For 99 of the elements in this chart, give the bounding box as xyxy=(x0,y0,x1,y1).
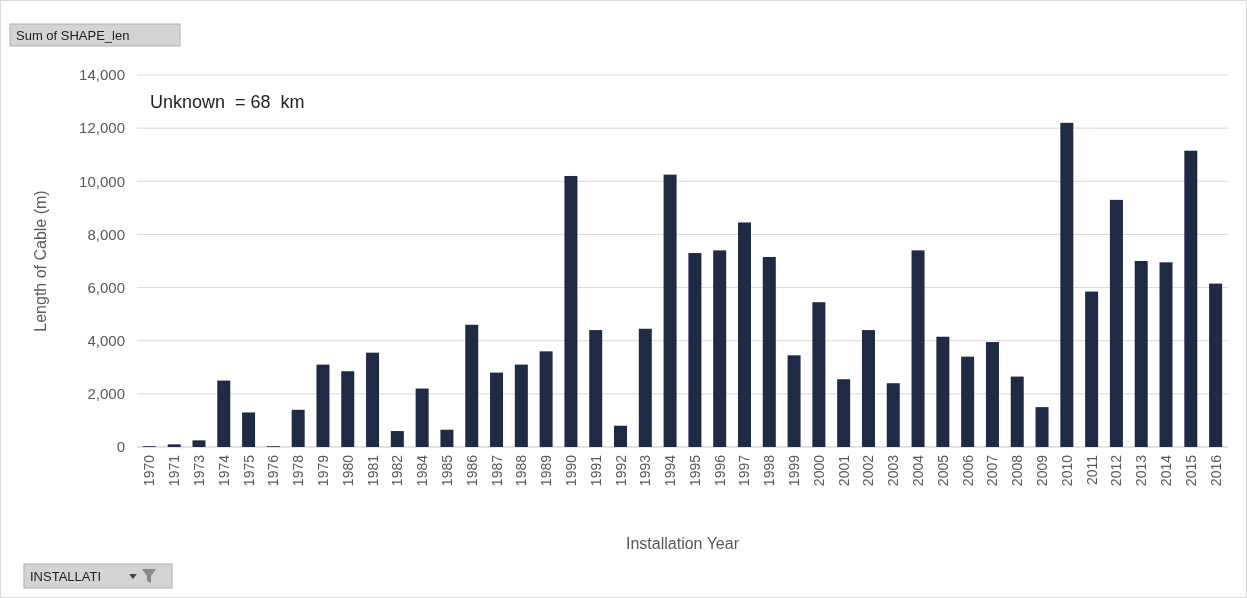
x-tick-label: 1975 xyxy=(240,454,257,487)
bar xyxy=(737,222,751,447)
x-tick-label: 2012 xyxy=(1108,454,1125,487)
bar xyxy=(1085,291,1099,447)
x-tick-label: 1994 xyxy=(662,454,679,487)
x-tick-label: 1990 xyxy=(562,454,579,487)
x-tick-label: 1974 xyxy=(215,454,232,487)
bar xyxy=(837,379,851,447)
x-tick-label: 1985 xyxy=(438,454,455,487)
x-tick-label: 1971 xyxy=(166,454,183,487)
x-tick-label: 2011 xyxy=(1083,454,1100,486)
bar xyxy=(886,383,900,447)
bar xyxy=(1184,150,1198,447)
annotation: Unknown = 68 km xyxy=(150,92,305,112)
x-tick-label: 1973 xyxy=(190,454,207,487)
x-tick-label: 2016 xyxy=(1207,454,1224,487)
bar xyxy=(192,440,206,447)
x-tick-label: 2003 xyxy=(885,454,902,487)
bar xyxy=(1209,283,1223,447)
y-tick-label: 6,000 xyxy=(87,278,125,296)
x-axis-title: Installation Year xyxy=(626,535,740,552)
y-tick-label: 12,000 xyxy=(79,119,125,137)
x-tick-label: 1992 xyxy=(612,454,629,487)
bar xyxy=(440,429,454,447)
bar xyxy=(936,336,950,447)
x-tick-label: 1979 xyxy=(314,454,331,487)
bar xyxy=(341,371,355,447)
bar xyxy=(490,372,504,447)
text: Sum of SHAPE_len xyxy=(16,28,130,43)
bar xyxy=(787,355,801,447)
bar xyxy=(1060,122,1074,447)
text: INSTALLATI xyxy=(30,569,102,584)
bar xyxy=(291,409,305,447)
y-tick-label: 14,000 xyxy=(79,66,125,84)
bar xyxy=(539,351,553,447)
x-tick-label: 1984 xyxy=(414,454,431,487)
x-tick-label: 1970 xyxy=(141,454,158,487)
x-tick-label: 1999 xyxy=(786,454,803,487)
bar xyxy=(638,328,652,447)
x-tick-label: 2013 xyxy=(1133,454,1150,487)
bar xyxy=(812,302,826,447)
bar xyxy=(861,330,875,447)
bar xyxy=(589,330,603,447)
x-tick-label: 1987 xyxy=(488,454,505,487)
bar xyxy=(242,412,256,447)
bar xyxy=(167,444,181,447)
bar xyxy=(663,174,677,447)
x-tick-label: 1988 xyxy=(513,454,530,487)
x-tick-label: 2010 xyxy=(1058,454,1075,487)
bar xyxy=(911,250,925,447)
bar xyxy=(762,257,776,447)
bar xyxy=(514,364,528,447)
x-tick-label: 1995 xyxy=(686,454,703,487)
bar xyxy=(713,250,727,447)
bar xyxy=(217,380,231,447)
x-tick-label: 2001 xyxy=(835,454,852,487)
x-tick-label: 1997 xyxy=(736,454,753,487)
x-tick-label: 1998 xyxy=(761,454,778,487)
bar xyxy=(564,175,578,447)
x-tick-label: 1993 xyxy=(637,454,654,487)
x-tick-label: 1989 xyxy=(538,454,555,487)
y-tick-label: 0 xyxy=(116,438,125,456)
x-tick-label: 2007 xyxy=(984,454,1001,487)
x-tick-label: 1991 xyxy=(587,454,604,487)
bar xyxy=(465,324,479,447)
y-tick-label: 8,000 xyxy=(87,225,125,243)
x-tick-label: 1996 xyxy=(711,454,728,487)
x-tick-label: 1978 xyxy=(290,454,307,487)
x-tick-label: 2006 xyxy=(959,454,976,487)
x-tick-label: 2009 xyxy=(1034,454,1051,487)
x-tick-label: 1981 xyxy=(364,454,381,487)
bar xyxy=(1159,262,1173,447)
x-tick-label: 1976 xyxy=(265,454,282,487)
bar xyxy=(614,425,628,447)
bar xyxy=(390,431,404,447)
y-tick-label: 2,000 xyxy=(87,385,125,403)
bar xyxy=(1109,199,1123,447)
x-tick-label: 1980 xyxy=(339,454,356,487)
bar xyxy=(1134,261,1148,447)
x-tick-label: 2002 xyxy=(860,454,877,487)
bar xyxy=(961,356,975,447)
x-tick-label: 2008 xyxy=(1009,454,1026,487)
bar xyxy=(316,364,330,447)
bar xyxy=(1010,376,1024,447)
x-tick-label: 2014 xyxy=(1158,454,1175,487)
x-tick-label: 2005 xyxy=(934,454,951,487)
x-tick-label: 2004 xyxy=(910,454,927,487)
bar xyxy=(688,253,702,447)
x-tick-label: 1982 xyxy=(389,454,406,487)
bar xyxy=(985,342,999,447)
bar xyxy=(1035,407,1049,447)
x-tick-label: 1986 xyxy=(463,454,480,487)
y-tick-label: 4,000 xyxy=(87,331,125,349)
y-axis-title: Length of Cable (m) xyxy=(32,190,49,332)
y-tick-label: 10,000 xyxy=(79,172,125,190)
x-tick-label: 2015 xyxy=(1182,454,1199,487)
bar xyxy=(415,388,429,447)
x-tick-label: 2000 xyxy=(810,454,827,487)
bar xyxy=(366,352,380,447)
